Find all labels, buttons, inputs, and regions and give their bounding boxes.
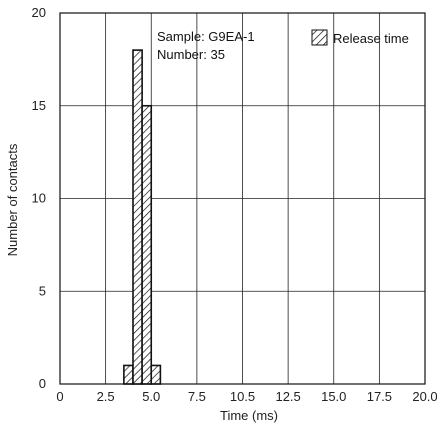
x-tick-label: 12.5 [275, 389, 300, 404]
x-tick-label: 2.5 [97, 389, 115, 404]
x-tick-label: 10.5 [230, 389, 255, 404]
x-tick-label: 7.5 [188, 389, 206, 404]
y-axis-title: Number of contacts [5, 143, 20, 256]
y-tick-labels: 0 5 10 15 20 [32, 5, 46, 391]
annotation-number: Number: 35 [157, 47, 225, 62]
y-tick-label: 10 [32, 191, 46, 206]
histogram-bar [132, 49, 143, 385]
sample-annotation: Sample: G9EA-1 Number: 35 [157, 29, 255, 62]
x-tick-label: 17.5 [367, 389, 392, 404]
y-tick-label: 20 [32, 5, 46, 20]
y-tick-label: 0 [39, 376, 46, 391]
histogram-bar [141, 104, 153, 385]
y-tick-label: 15 [32, 98, 46, 113]
bars [123, 49, 162, 385]
x-tick-label: 0 [56, 389, 63, 404]
plot-frame [59, 12, 426, 385]
histogram-bar [123, 364, 134, 385]
x-tick-labels: 0 2.5 5.0 7.5 10.5 12.5 15.0 17.5 20.0 [56, 389, 437, 404]
x-tick-label: 15.0 [321, 389, 346, 404]
histogram-bar [150, 364, 162, 385]
annotation-sample: Sample: G9EA-1 [157, 29, 255, 44]
legend-label: Release time [333, 31, 409, 46]
y-tick-label: 5 [39, 283, 46, 298]
legend: Release time [311, 29, 409, 46]
legend-swatch [311, 29, 328, 46]
x-axis-title: Time (ms) [220, 408, 278, 423]
grid [60, 13, 425, 384]
x-tick-label: 20.0 [412, 389, 437, 404]
x-tick-label: 5.0 [142, 389, 160, 404]
